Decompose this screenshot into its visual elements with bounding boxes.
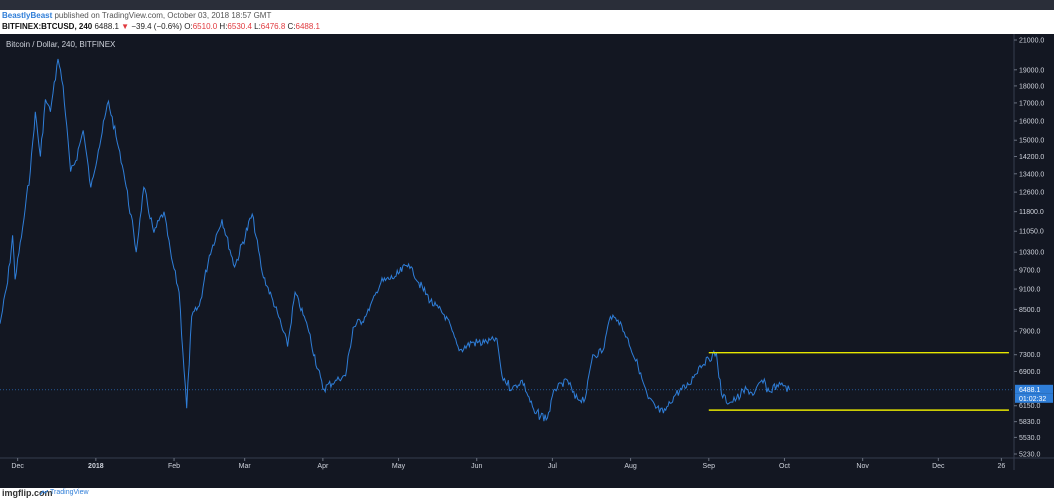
y-tick-label-19: 5830.0	[1019, 419, 1041, 426]
tradingview-logo-icon	[40, 490, 48, 496]
y-tick-label-0: 21000.0	[1019, 38, 1044, 45]
price-change: −39.4 (−0.6%)	[131, 22, 183, 31]
y-tick-label-2: 18000.0	[1019, 83, 1044, 90]
y-tick-label-14: 8500.0	[1019, 307, 1041, 314]
low-label: L:	[254, 22, 261, 31]
x-tick-label-0: Dec	[11, 463, 24, 470]
last-price-badge-label: 6488.1	[1019, 387, 1041, 394]
x-tick-label-4: Apr	[317, 463, 329, 470]
y-tick-label-10: 11050.0	[1019, 229, 1044, 236]
author-link[interactable]: BeastlyBeast	[2, 11, 53, 20]
y-tick-label-9: 11800.0	[1019, 209, 1044, 216]
y-tick-label-13: 9100.0	[1019, 287, 1041, 294]
y-tick-label-5: 15000.0	[1019, 138, 1044, 145]
price-series-line	[0, 58, 790, 422]
y-tick-label-3: 17000.0	[1019, 100, 1044, 107]
y-tick-label-4: 16000.0	[1019, 118, 1044, 125]
x-tick-label-2: Feb	[168, 463, 180, 470]
close-label: C:	[287, 22, 296, 31]
x-tick-label-10: Oct	[779, 463, 790, 470]
chart-area[interactable]: 21000.0 19000.0 18000.0 17000.0 16000.0 15000…	[0, 34, 1054, 470]
chart-title: Bitcoin / Dollar, 240, BITFINEX	[6, 40, 116, 49]
high-label: H:	[219, 22, 228, 31]
last-price: 6488.1	[94, 22, 119, 31]
x-tick-label-1: 2018	[88, 463, 104, 470]
publish-header: BeastlyBeast published on TradingView.co…	[0, 10, 1054, 34]
y-tick-label-12: 9700.0	[1019, 268, 1041, 275]
bottom-bar	[0, 470, 1054, 488]
x-tick-label-11: Nov	[856, 463, 869, 470]
y-tick-label-8: 12600.0	[1019, 190, 1044, 197]
x-tick-label-5: May	[392, 463, 406, 470]
change-arrow-icon: ▼	[121, 22, 130, 31]
high-value: 6530.4	[227, 22, 252, 31]
x-tick-label-7: Jul	[548, 463, 557, 470]
open-label: O:	[184, 22, 193, 31]
countdown-badge	[1015, 393, 1053, 403]
published-text: published on TradingView.com, October 03…	[54, 11, 272, 20]
y-tick-label-7: 13400.0	[1019, 171, 1044, 178]
y-tick-label-1: 19000.0	[1019, 67, 1044, 74]
y-tick-label-18: 6150.0	[1019, 403, 1041, 410]
y-tick-label-21: 5230.0	[1019, 452, 1041, 459]
x-tick-label-8: Aug	[624, 463, 637, 470]
y-tick-label-15: 7900.0	[1019, 329, 1041, 336]
imgflip-watermark: imgflip.com	[2, 488, 53, 498]
publish-line: BeastlyBeast published on TradingView.co…	[2, 11, 271, 20]
y-tick-label-20: 5530.0	[1019, 435, 1041, 442]
countdown-label: 01:02:32	[1019, 396, 1046, 403]
x-tick-label-12: Dec	[932, 463, 945, 470]
x-tick-label-6: Jun	[471, 463, 482, 470]
y-tick-label-16: 7300.0	[1019, 352, 1041, 359]
last-price-badge	[1015, 384, 1053, 394]
y-tick-label-11: 10300.0	[1019, 250, 1044, 257]
low-value: 6476.8	[260, 22, 286, 31]
close-value: 6488.1	[295, 22, 320, 31]
tradingview-brand[interactable]: TradingView	[50, 489, 89, 496]
price-chart[interactable]: 21000.0 19000.0 18000.0 17000.0 16000.0 15000…	[0, 34, 1054, 470]
x-tick-label-3: Mar	[239, 463, 252, 470]
x-tick-label-9: Sep	[703, 463, 716, 470]
top-bar	[0, 0, 1054, 10]
open-value: 6510.0	[192, 22, 218, 31]
x-tick-label-13: 26	[997, 463, 1005, 470]
y-tick-label-6: 14200.0	[1019, 154, 1044, 161]
y-tick-label-17: 6900.0	[1019, 369, 1041, 376]
symbol-label: BITFINEX:BTCUSD, 240	[2, 22, 93, 31]
footer: imgflip.com TradingView	[0, 488, 1054, 500]
ohlc-line: BITFINEX:BTCUSD, 240 6488.1 ▼ −39.4 (−0.…	[2, 22, 320, 31]
